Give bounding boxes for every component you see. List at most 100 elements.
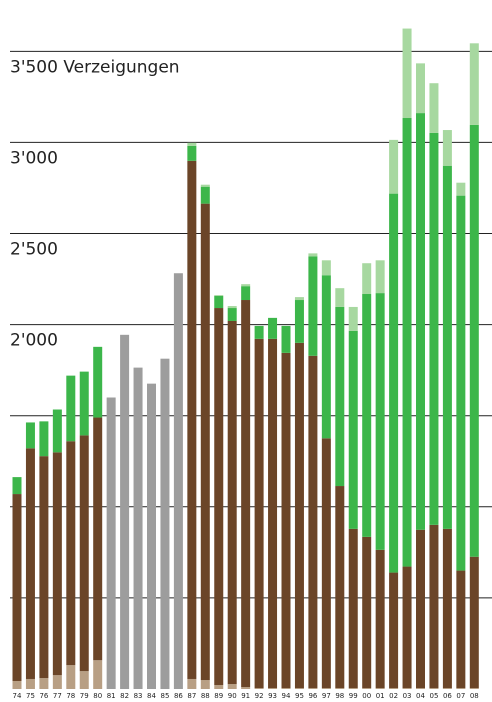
bar-segment bbox=[268, 688, 278, 689]
bar-segment bbox=[66, 375, 76, 442]
bar-segment bbox=[308, 355, 318, 689]
x-tick-label: 76 bbox=[39, 692, 48, 700]
bar-segment bbox=[241, 284, 251, 287]
bar-segment bbox=[39, 456, 49, 679]
bar-segment bbox=[241, 300, 251, 687]
bar-segment bbox=[39, 678, 49, 689]
bar-segment bbox=[335, 688, 345, 689]
bar-segment bbox=[308, 688, 318, 689]
bar-segment bbox=[456, 570, 466, 689]
bar-segment bbox=[308, 253, 318, 257]
bar-segment bbox=[214, 684, 224, 689]
bar-segment bbox=[402, 566, 412, 689]
x-tick-label: 94 bbox=[282, 692, 291, 700]
bar-segment bbox=[442, 528, 452, 689]
bar-segment bbox=[294, 342, 304, 689]
bar-segment bbox=[456, 182, 466, 196]
bar-segment bbox=[66, 441, 76, 666]
x-tick-label: 04 bbox=[416, 692, 425, 700]
bar-segment bbox=[254, 325, 264, 339]
bar-segment bbox=[321, 260, 331, 276]
bar-segment bbox=[294, 688, 304, 689]
bar-segment bbox=[79, 371, 89, 436]
bar-segment bbox=[442, 688, 452, 689]
x-tick-label: 96 bbox=[308, 692, 317, 700]
bar-segment bbox=[294, 300, 304, 343]
bar-segment bbox=[93, 660, 103, 689]
bar-segment bbox=[227, 308, 237, 321]
bar-segment bbox=[52, 452, 62, 676]
x-tick-label: 85 bbox=[160, 692, 169, 700]
bar-segment bbox=[25, 448, 35, 679]
bar-segment bbox=[362, 263, 372, 295]
x-tick-label: 93 bbox=[268, 692, 277, 700]
bar-segment bbox=[268, 338, 278, 689]
y-tick-label: 3'500 Verzeigungen bbox=[10, 57, 180, 77]
x-tick-label: 97 bbox=[322, 692, 331, 700]
y-tick-label: 3'000 bbox=[10, 148, 58, 168]
bar-segment bbox=[200, 203, 210, 681]
bar-segment bbox=[79, 671, 89, 689]
x-tick-label: 02 bbox=[389, 692, 398, 700]
bar-segment bbox=[348, 528, 358, 689]
bar-segment bbox=[348, 306, 358, 331]
x-tick-label: 75 bbox=[26, 692, 35, 700]
bar-segment bbox=[375, 688, 385, 689]
bar-segment bbox=[254, 688, 264, 689]
x-tick-label: 84 bbox=[147, 692, 156, 700]
bar-segment bbox=[348, 688, 358, 689]
bar-segment bbox=[321, 688, 331, 689]
bar-segment bbox=[214, 296, 224, 309]
bar-segment bbox=[348, 330, 358, 529]
x-tick-label: 83 bbox=[134, 692, 143, 700]
x-tick-label: 87 bbox=[187, 692, 196, 700]
x-tick-label: 92 bbox=[255, 692, 264, 700]
x-tick-label: 80 bbox=[93, 692, 102, 700]
x-tick-label: 06 bbox=[443, 692, 452, 700]
x-tick-label: 81 bbox=[107, 692, 116, 700]
bar-segment bbox=[79, 435, 89, 672]
bar-segment bbox=[12, 477, 22, 495]
bar-segment bbox=[442, 130, 452, 166]
bar-segment bbox=[200, 186, 210, 204]
bar-segment bbox=[106, 397, 116, 689]
bar-segment bbox=[281, 325, 291, 353]
x-tick-label: 78 bbox=[66, 692, 75, 700]
bar-segment bbox=[469, 688, 479, 689]
bar-segment bbox=[321, 438, 331, 689]
bar-segment bbox=[133, 367, 143, 689]
bar-segment bbox=[214, 295, 224, 297]
bar-segment bbox=[389, 139, 399, 194]
bar-segment bbox=[12, 494, 22, 681]
bar-segment bbox=[375, 549, 385, 689]
x-tick-label: 77 bbox=[53, 692, 62, 700]
bar-segment bbox=[389, 572, 399, 689]
x-tick-label: 07 bbox=[456, 692, 465, 700]
bar-segment bbox=[308, 256, 318, 356]
bar-segment bbox=[187, 678, 197, 689]
bar-segment bbox=[389, 688, 399, 689]
bar-segment bbox=[335, 306, 345, 487]
bar-segment bbox=[321, 275, 331, 439]
bar-segment bbox=[469, 556, 479, 689]
bar-segment bbox=[429, 83, 439, 133]
bar-segment bbox=[375, 293, 385, 550]
bar-segment bbox=[402, 118, 412, 567]
x-tick-label: 89 bbox=[214, 692, 223, 700]
y-tick-label: 2'000 bbox=[10, 331, 58, 351]
bar-segment bbox=[160, 358, 170, 689]
x-tick-label: 08 bbox=[470, 692, 479, 700]
bar-segment bbox=[147, 383, 156, 689]
bar-segment bbox=[25, 678, 35, 689]
bar-segment bbox=[335, 486, 345, 689]
x-tick-label: 88 bbox=[201, 692, 210, 700]
bar-segment bbox=[442, 165, 452, 529]
x-tick-label: 05 bbox=[429, 692, 438, 700]
bar-segment bbox=[362, 688, 372, 689]
bar-segment bbox=[52, 675, 62, 689]
x-tick-label: 95 bbox=[295, 692, 304, 700]
bar-segment bbox=[429, 688, 439, 689]
bar-segment bbox=[187, 160, 197, 679]
bar-segment bbox=[227, 320, 237, 685]
bar-segment bbox=[227, 684, 237, 689]
